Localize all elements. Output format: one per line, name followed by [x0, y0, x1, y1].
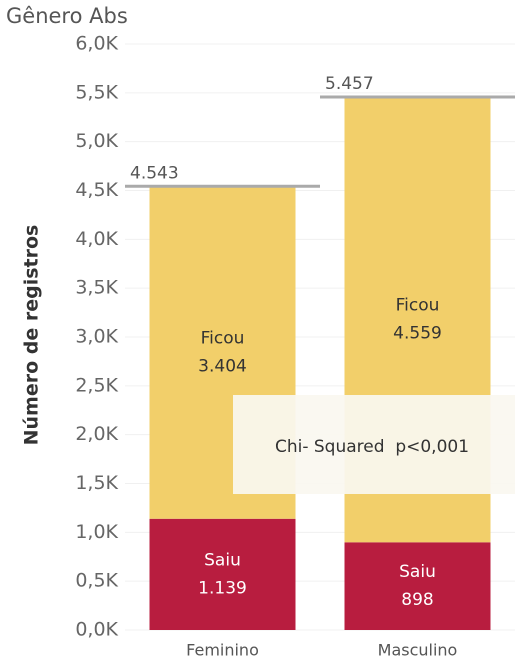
x-tick-label: Masculino [378, 641, 458, 660]
y-tick-label: 0,0K [75, 619, 118, 641]
y-tick-label: 1,0K [75, 521, 118, 543]
segment-value: 4.559 [393, 324, 442, 344]
segment-value: 1.139 [198, 578, 247, 598]
y-tick-label: 2,5K [75, 374, 118, 396]
bar-segment [149, 518, 296, 630]
total-label: 4.543 [130, 163, 179, 183]
segment-value: 898 [401, 590, 433, 610]
segment-name: Saiu [399, 562, 436, 582]
segment-value: 3.404 [198, 357, 247, 377]
chart-title: Gênero Abs [6, 4, 128, 28]
segment-name: Saiu [204, 550, 241, 570]
total-label: 5.457 [325, 74, 374, 94]
y-tick-label: 4,5K [75, 179, 118, 201]
y-tick-label: 4,0K [75, 228, 118, 250]
y-tick-label: 2,0K [75, 423, 118, 445]
segment-name: Ficou [396, 296, 440, 316]
annotation: Chi- Squared p<0,001 [275, 437, 469, 457]
y-tick-label: 3,0K [75, 326, 118, 348]
bar-segment [344, 542, 491, 630]
y-axis-label: Número de registros [21, 225, 43, 446]
annotation-box [233, 395, 515, 494]
y-tick-label: 5,5K [75, 81, 118, 103]
y-tick-label: 1,5K [75, 472, 118, 494]
y-tick-label: 5,0K [75, 130, 118, 152]
segment-name: Ficou [201, 329, 245, 349]
y-tick-label: 3,5K [75, 277, 118, 299]
x-tick-label: Feminino [186, 641, 259, 660]
y-tick-label: 6,0K [75, 33, 118, 55]
y-tick-label: 0,5K [75, 570, 118, 592]
